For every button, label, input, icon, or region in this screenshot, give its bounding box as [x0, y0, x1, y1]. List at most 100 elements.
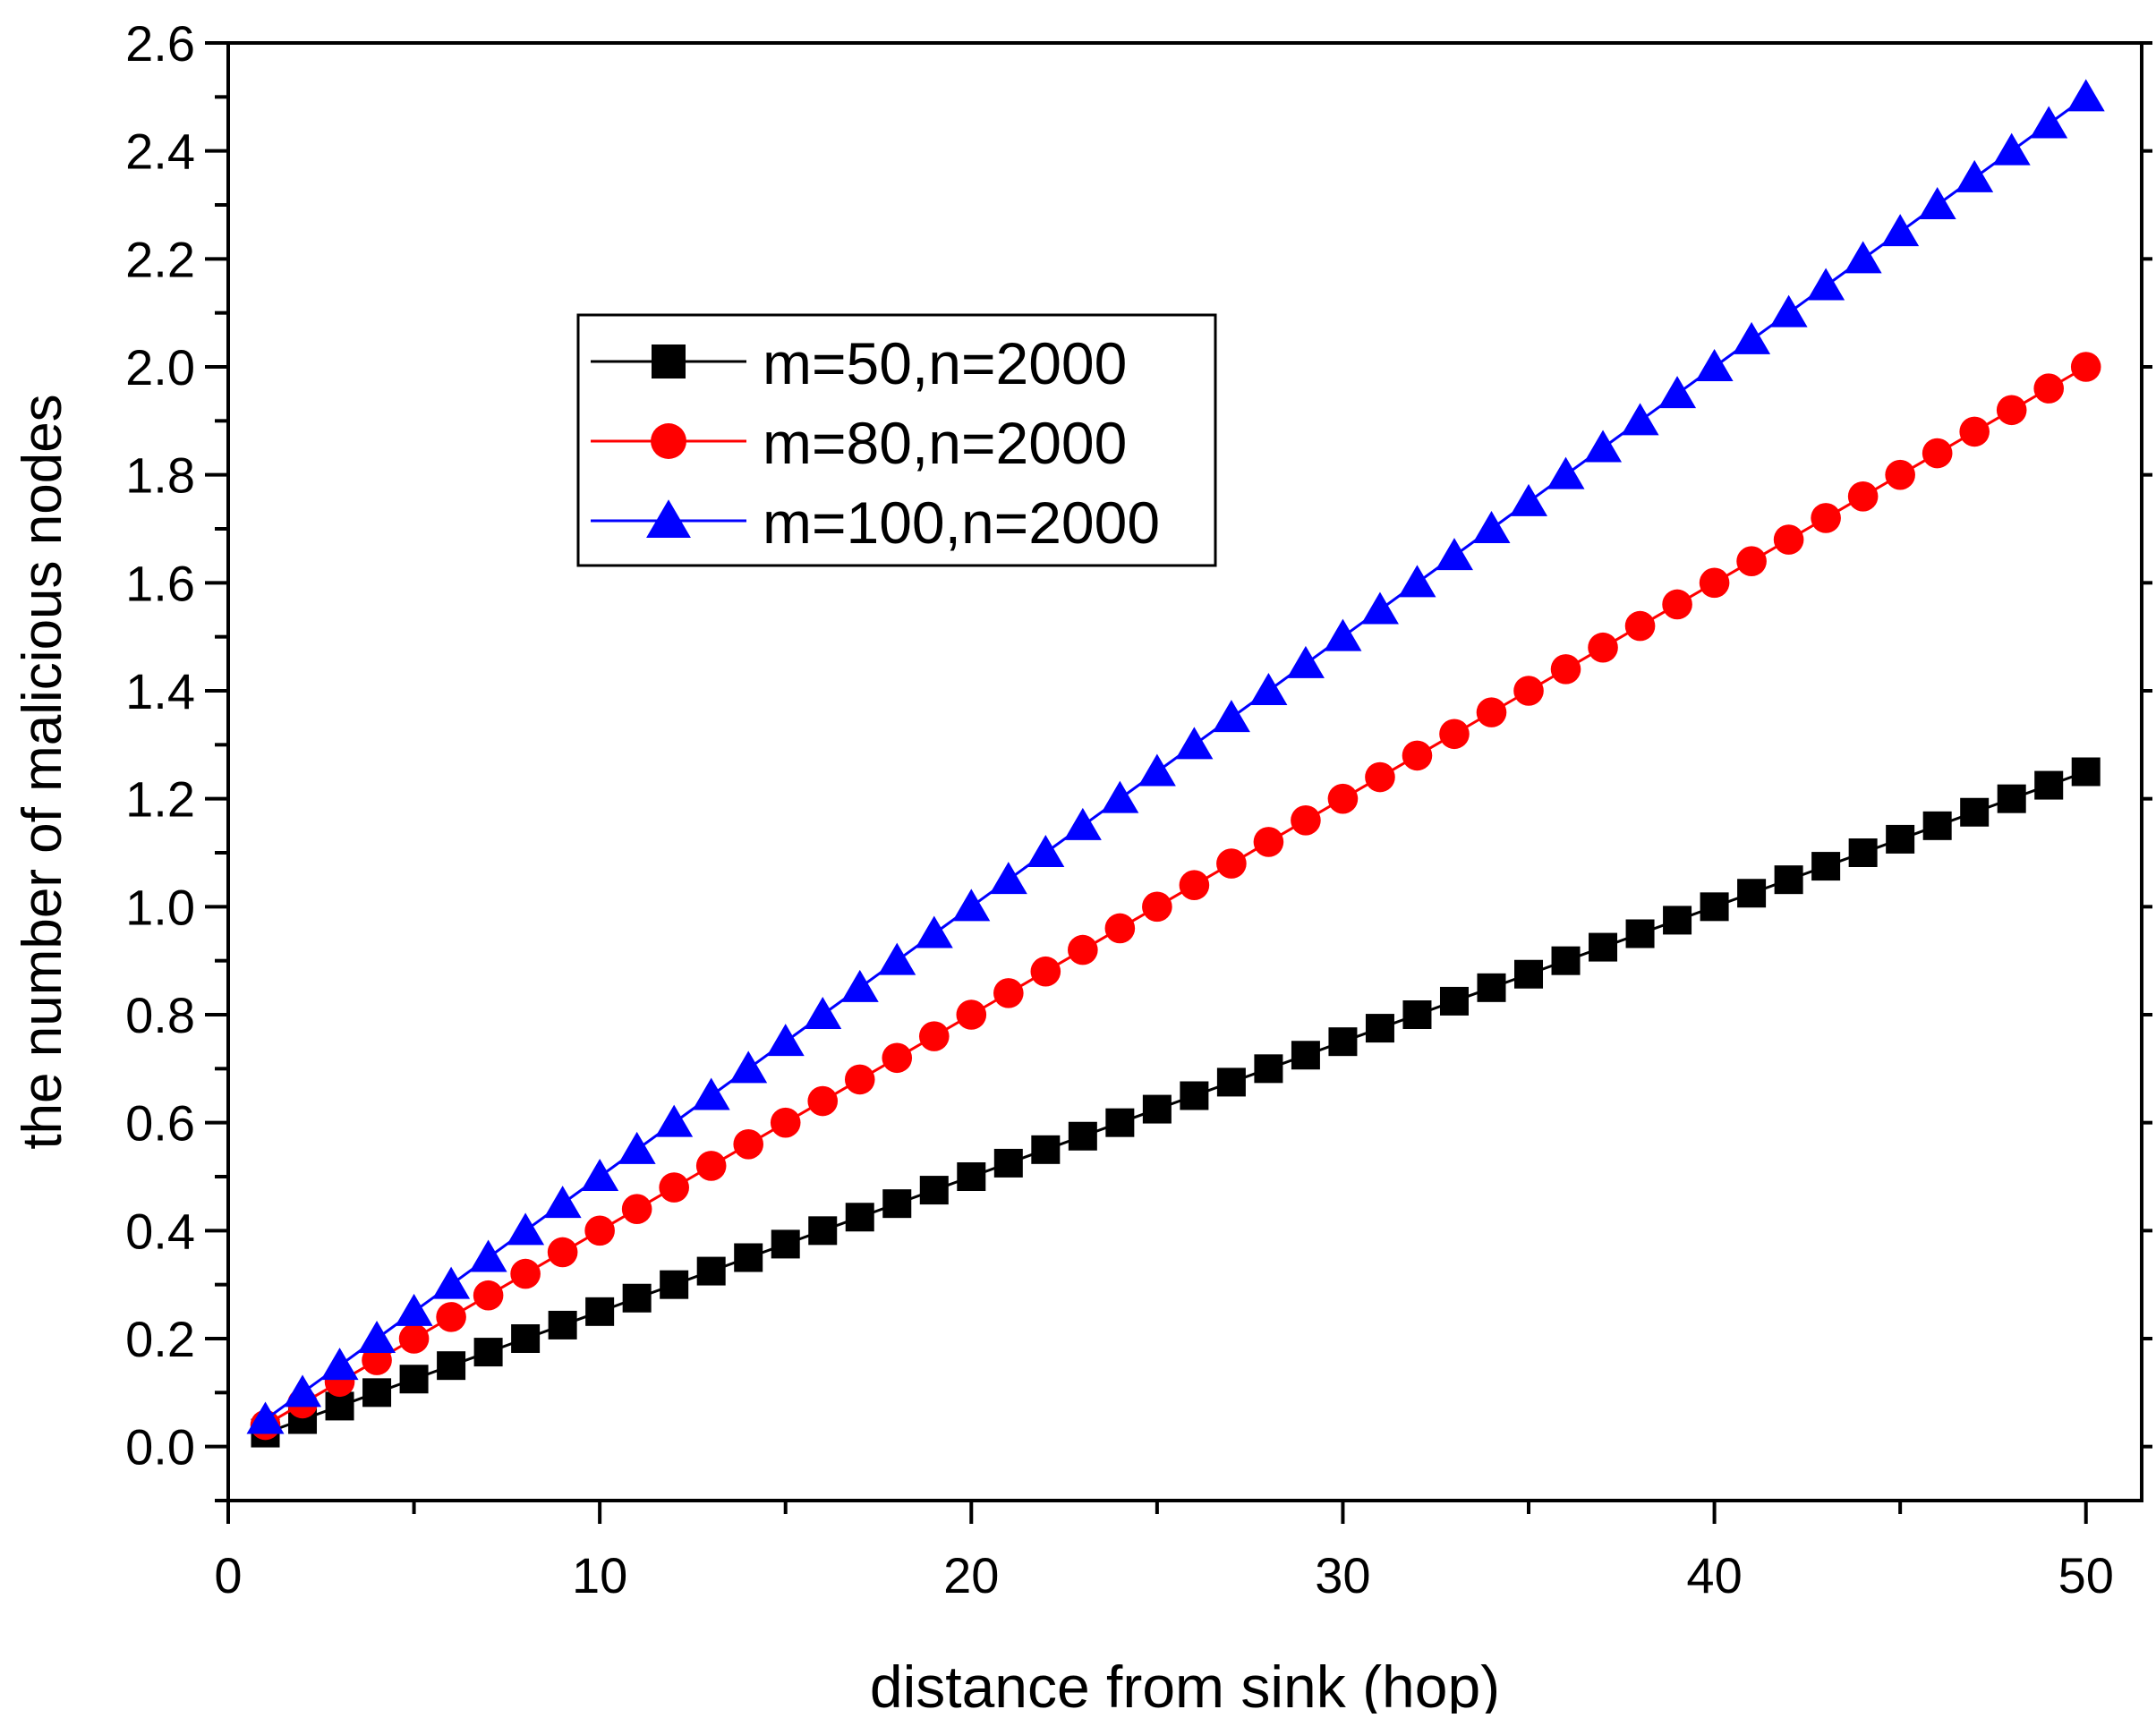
data-point	[473, 1280, 504, 1311]
data-point	[1658, 376, 1697, 409]
data-point	[1811, 852, 1841, 881]
data-point	[1327, 783, 1359, 814]
data-point	[1398, 565, 1436, 598]
data-point	[511, 1324, 541, 1353]
legend-label: m=80,n=2000	[763, 410, 1127, 476]
data-point	[284, 1374, 322, 1408]
data-point	[1588, 632, 1618, 663]
data-point	[585, 1297, 615, 1326]
data-point	[1881, 214, 1920, 247]
data-point	[845, 1203, 874, 1232]
data-point	[246, 1401, 285, 1434]
plot-frame	[226, 41, 2143, 1502]
data-point	[469, 1239, 507, 1272]
data-point	[1068, 934, 1098, 965]
data-point	[882, 1189, 912, 1219]
data-point	[1142, 891, 1172, 923]
data-point	[1031, 1135, 1061, 1164]
data-point	[1477, 973, 1506, 1002]
data-point	[473, 1338, 503, 1367]
data-point	[1063, 807, 1102, 840]
data-point	[507, 1212, 545, 1246]
data-point	[1737, 879, 1767, 908]
series-circle	[250, 352, 2101, 1441]
data-point	[1324, 618, 1362, 651]
data-point	[1922, 811, 1952, 840]
y-tick-label: 0.2	[125, 1311, 195, 1367]
y-tick-label: 1.2	[125, 771, 195, 828]
data-point	[1662, 589, 1692, 620]
data-point	[1844, 241, 1882, 274]
data-point	[1328, 1027, 1358, 1057]
series-layer	[246, 79, 2105, 1448]
series-square	[251, 757, 2101, 1448]
data-point	[844, 1064, 875, 1095]
data-point	[695, 1151, 727, 1181]
legend: m=50,n=2000 m=80,n=2000 m=100,n=2000	[576, 313, 1217, 567]
data-point	[1179, 870, 1210, 900]
data-point	[915, 915, 953, 948]
data-point	[655, 1104, 694, 1137]
data-point	[1216, 848, 1247, 879]
data-point	[993, 978, 1024, 1008]
data-point	[696, 1256, 726, 1286]
data-point	[1996, 395, 2027, 426]
x-tick-label: 0	[214, 1547, 242, 1603]
data-point	[660, 1270, 689, 1299]
data-point	[808, 1216, 838, 1246]
data-point	[1291, 1041, 1320, 1070]
data-point	[618, 1131, 656, 1164]
data-point	[1435, 538, 1473, 571]
data-point	[729, 1050, 768, 1084]
y-tick-label: 1.4	[125, 663, 195, 719]
data-point	[804, 997, 842, 1029]
data-point	[2030, 106, 2068, 139]
legend-marker	[646, 499, 691, 538]
x-axis-label: distance from sink (hop)	[870, 1654, 1500, 1714]
x-tick-label: 10	[572, 1547, 627, 1603]
data-point	[621, 1194, 652, 1224]
data-point	[1848, 838, 1878, 867]
data-point	[1254, 1054, 1283, 1084]
data-point	[1551, 946, 1581, 975]
data-point	[1027, 835, 1065, 867]
data-point	[2067, 79, 2105, 112]
data-point	[1212, 700, 1250, 733]
data-point	[1625, 919, 1655, 948]
data-point	[1291, 805, 1321, 836]
data-point	[1175, 727, 1214, 760]
data-point	[510, 1258, 541, 1289]
data-point	[1773, 524, 1804, 555]
data-point	[1918, 187, 1956, 219]
data-point	[1514, 959, 1544, 989]
data-point	[1992, 132, 2031, 166]
data-point	[399, 1365, 429, 1394]
x-tick-label: 50	[2058, 1547, 2114, 1603]
data-point	[584, 1215, 615, 1246]
data-point	[547, 1237, 578, 1268]
data-point	[1700, 892, 1729, 922]
y-tick-label: 0.8	[125, 987, 195, 1043]
data-point	[771, 1229, 800, 1259]
y-tick-label: 2.4	[125, 123, 195, 180]
data-point	[362, 1378, 392, 1408]
y-tick-label: 2.6	[125, 15, 195, 72]
axis-ticks: 0 10 20 30 40 50 0.0 0.2 0.4 0.6 0.8 1.0 1.2 1.4 1.6 1.…	[125, 15, 2152, 1603]
data-point	[1699, 567, 1730, 599]
data-point	[1249, 673, 1288, 705]
data-point	[1104, 913, 1136, 944]
data-point	[734, 1243, 763, 1272]
x-tick-label: 30	[1315, 1547, 1370, 1603]
data-point	[993, 1148, 1023, 1178]
data-point	[766, 1024, 805, 1057]
data-point	[1733, 321, 1771, 354]
data-point	[2033, 373, 2065, 404]
data-point	[1360, 591, 1399, 625]
data-point	[1695, 349, 1734, 381]
y-tick-label: 1.0	[125, 879, 195, 935]
y-axis-label: the number of malicious nodes	[12, 394, 73, 1149]
data-point	[622, 1283, 652, 1313]
data-point	[1030, 956, 1061, 987]
